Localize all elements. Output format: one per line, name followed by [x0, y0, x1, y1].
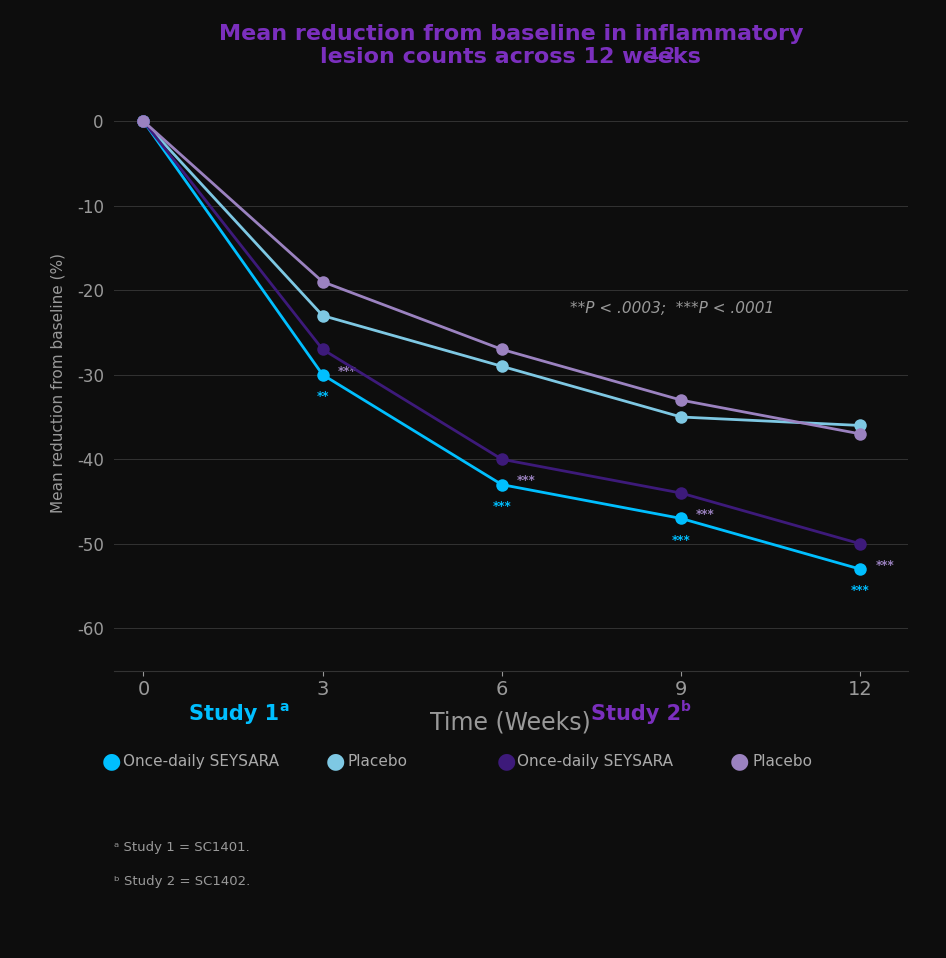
Text: ●: ●: [102, 752, 121, 771]
Text: ●: ●: [730, 752, 749, 771]
Text: 1,2: 1,2: [648, 47, 674, 62]
Text: ***: ***: [696, 509, 715, 521]
Text: Placebo: Placebo: [347, 754, 407, 769]
Text: ***: ***: [875, 559, 894, 572]
Text: Placebo: Placebo: [752, 754, 812, 769]
Text: lesion counts across 12 weeks: lesion counts across 12 weeks: [321, 47, 701, 67]
Text: Once-daily SEYSARA: Once-daily SEYSARA: [517, 754, 674, 769]
Text: ᵇ Study 2 = SC1402.: ᵇ Study 2 = SC1402.: [114, 875, 250, 888]
Text: **: **: [316, 390, 329, 403]
Text: a: a: [279, 699, 289, 714]
Text: ●: ●: [326, 752, 345, 771]
X-axis label: Time (Weeks): Time (Weeks): [430, 711, 591, 735]
Y-axis label: Mean reduction from baseline (%): Mean reduction from baseline (%): [51, 253, 65, 513]
Text: **P < .0003;  ***P < .0001: **P < .0003; ***P < .0001: [570, 301, 775, 316]
Text: ***: ***: [338, 365, 357, 377]
Text: Study 1: Study 1: [189, 704, 279, 723]
Text: Mean reduction from baseline in inflammatory: Mean reduction from baseline in inflamma…: [219, 24, 803, 44]
Text: ***: ***: [672, 534, 691, 547]
Text: Study 2: Study 2: [591, 704, 681, 723]
Text: ᵃ Study 1 = SC1401.: ᵃ Study 1 = SC1401.: [114, 841, 249, 855]
Text: ●: ●: [497, 752, 516, 771]
Text: b: b: [681, 699, 691, 714]
Text: ***: ***: [851, 584, 869, 598]
Text: ***: ***: [493, 500, 511, 513]
Text: ***: ***: [517, 474, 535, 488]
Text: Once-daily SEYSARA: Once-daily SEYSARA: [123, 754, 279, 769]
